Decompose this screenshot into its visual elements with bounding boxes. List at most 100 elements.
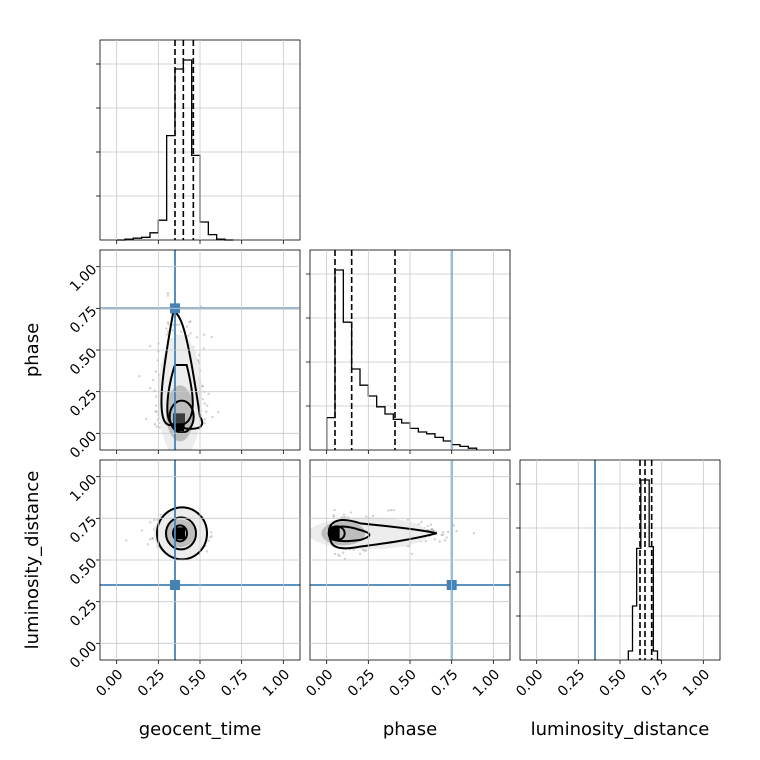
- sample-point: [210, 535, 214, 538]
- x-axis-label: geocent_time: [139, 719, 262, 740]
- sample-point: [154, 370, 158, 373]
- x-tick-label: 1.00: [470, 667, 503, 700]
- sample-point: [172, 323, 175, 327]
- y-tick-label: 0.75: [67, 303, 100, 336]
- panel-hist-phase: [306, 249, 511, 451]
- sample-point: [337, 553, 340, 556]
- sample-point: [146, 542, 149, 546]
- x-tick-label: 0.75: [218, 667, 251, 700]
- sample-point: [389, 509, 393, 512]
- histogram-steps: [627, 479, 662, 661]
- sample-point: [445, 536, 448, 539]
- sample-point: [343, 557, 346, 561]
- sample-point: [149, 387, 152, 390]
- sample-point: [189, 320, 192, 323]
- sample-point: [202, 333, 206, 336]
- sample-point: [364, 549, 368, 552]
- sample-point: [363, 548, 366, 552]
- density-peak: [329, 526, 340, 541]
- sample-point: [211, 415, 214, 419]
- sample-point: [209, 531, 213, 534]
- truth-marker: [170, 580, 180, 590]
- panel-hist-luminosity_distance: [516, 459, 721, 661]
- x-tick-label: 0.75: [428, 667, 461, 700]
- sample-point: [207, 392, 210, 396]
- sample-point: [407, 545, 410, 548]
- panel-2d-phase-luminosity_distance: [309, 459, 511, 661]
- sample-point: [429, 523, 433, 526]
- sample-point: [145, 417, 148, 421]
- y-tick-label: 0.50: [67, 555, 100, 588]
- x-tick-label: 0.25: [555, 667, 588, 700]
- sample-point: [166, 294, 170, 297]
- y-tick-label: 0.75: [67, 513, 100, 546]
- y-tick-label: 1.00: [67, 472, 100, 505]
- contour-core: [172, 524, 188, 543]
- sample-point: [201, 397, 204, 401]
- sample-point: [153, 518, 156, 522]
- contour-core: [327, 525, 346, 542]
- x-tick-label: 0.25: [345, 667, 378, 700]
- sample-point: [202, 347, 206, 350]
- sample-point: [178, 323, 181, 326]
- sample-point: [180, 330, 183, 334]
- sample-point: [392, 508, 395, 512]
- y-axis-label: luminosity_distance: [22, 471, 43, 650]
- sample-point: [195, 336, 199, 339]
- sample-point: [452, 524, 456, 527]
- grid-lines: [100, 250, 300, 450]
- sample-point: [203, 418, 206, 421]
- panel-hist-geocent_time: [96, 39, 301, 241]
- y-tick-label: 0.25: [67, 597, 100, 630]
- x-tick-label: 0.50: [177, 667, 210, 700]
- x-axis-label: luminosity_distance: [531, 719, 710, 740]
- x-tick-label: 0.50: [387, 667, 420, 700]
- sample-point: [432, 529, 436, 532]
- y-tick-label: 0.00: [67, 428, 100, 461]
- contour-core: [168, 399, 195, 434]
- sample-point: [166, 291, 170, 295]
- sample-point: [175, 323, 178, 327]
- sample-point: [455, 529, 458, 533]
- contour-outer: [156, 506, 208, 561]
- sample-point: [333, 508, 336, 512]
- sample-point: [430, 527, 434, 531]
- sample-point: [138, 374, 141, 378]
- sample-point: [352, 548, 355, 551]
- x-tick-label: 0.00: [513, 667, 546, 700]
- contour-inner: [165, 516, 197, 551]
- y-tick-label: 0.25: [67, 387, 100, 420]
- sample-point: [188, 320, 191, 324]
- sample-point: [154, 404, 158, 407]
- contour-inner: [166, 364, 194, 427]
- x-tick-label: 0.25: [135, 667, 168, 700]
- sample-point: [205, 410, 208, 413]
- panel-content: [310, 508, 476, 561]
- sample-point: [217, 410, 220, 414]
- sample-point: [166, 321, 170, 324]
- histogram-steps: [116, 59, 234, 241]
- contour-outer: [328, 519, 437, 550]
- sample-point: [210, 335, 213, 339]
- histogram-steps: [326, 269, 478, 450]
- sample-point: [358, 552, 362, 556]
- x-tick-label: 0.75: [638, 667, 671, 700]
- sample-point: [158, 426, 161, 429]
- x-axis-label: phase: [383, 719, 437, 740]
- sample-point: [152, 378, 155, 382]
- grid-lines: [100, 460, 300, 660]
- sample-point: [166, 330, 170, 333]
- x-tick-label: 0.00: [93, 667, 126, 700]
- grid-lines: [536, 460, 704, 660]
- sample-point: [410, 552, 414, 556]
- sample-point: [472, 532, 476, 535]
- density-peak: [175, 527, 185, 540]
- sample-point: [387, 509, 390, 512]
- sample-point: [206, 404, 209, 407]
- sample-point: [165, 327, 168, 330]
- sample-point: [440, 533, 443, 537]
- sample-point: [189, 331, 192, 335]
- sample-point: [125, 539, 128, 542]
- sample-point: [332, 515, 335, 518]
- sample-point: [433, 538, 437, 541]
